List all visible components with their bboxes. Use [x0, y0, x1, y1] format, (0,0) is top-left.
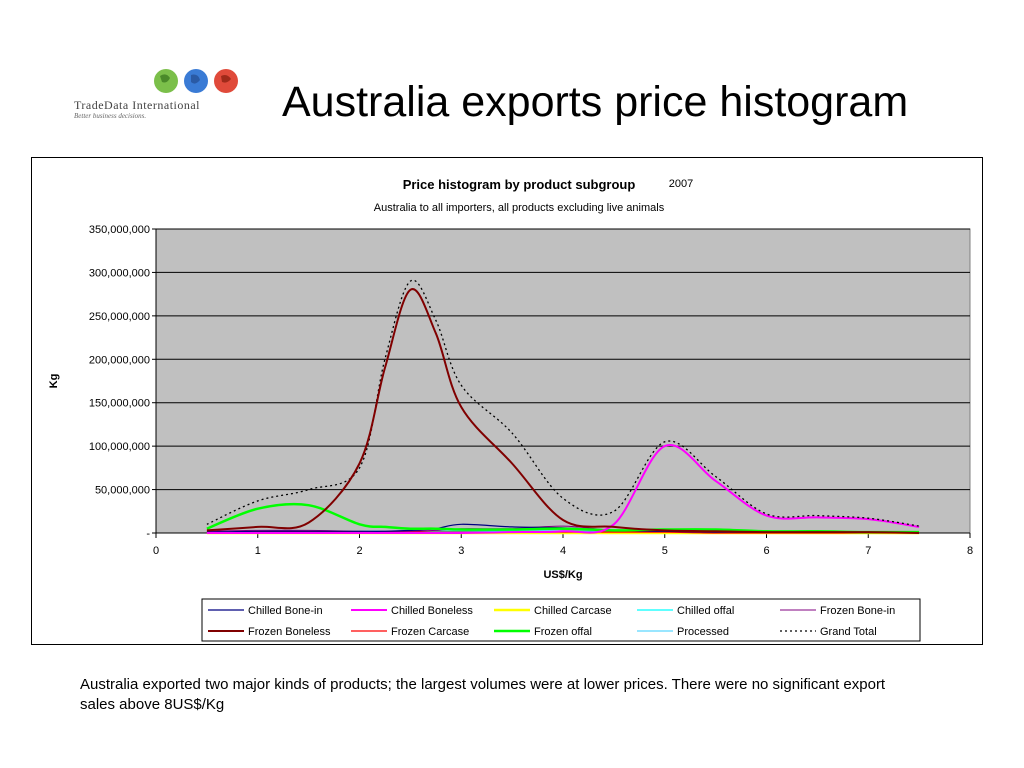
y-axis: - 50,000,000 100,000,000 150,000,000 200,000…: [89, 224, 157, 540]
x-tick-label: 4: [560, 545, 566, 557]
price-histogram-chart: Price histogram by product subgroup 2007…: [48, 177, 973, 642]
legend-label: Chilled offal: [677, 605, 734, 617]
logo-tagline: Better business decisions.: [74, 112, 147, 120]
chart-subtitle: Australia to all importers, all products…: [374, 202, 665, 214]
y-tick-label: 200,000,000: [89, 354, 150, 366]
y-tick-label: 100,000,000: [89, 441, 150, 453]
x-tick-label: 3: [458, 545, 464, 557]
legend-label: Frozen offal: [534, 626, 592, 638]
x-tick-label: 8: [967, 545, 973, 557]
chart-title: Price histogram by product subgroup: [403, 177, 636, 192]
x-tick-label: 5: [662, 545, 668, 557]
legend-label: Frozen Boneless: [248, 626, 331, 638]
y-tick-label: -: [146, 528, 150, 540]
x-tick-label: 7: [865, 545, 871, 557]
legend-box: [201, 598, 921, 642]
series-line-frozen-boneless: [206, 288, 920, 534]
legend: Chilled Bone-in Chilled Boneless Chilled C…: [208, 605, 895, 638]
y-axis-label: Kg: [48, 374, 60, 389]
series-lines: [206, 279, 920, 535]
series-line-grand-total: [206, 279, 920, 527]
x-axis-label: US$/Kg: [543, 569, 582, 581]
series-line-chilled-boneless: [206, 444, 920, 535]
x-tick-label: 0: [153, 545, 159, 557]
y-tick-label: 250,000,000: [89, 311, 150, 323]
chart-year-label: 2007: [669, 178, 693, 190]
chart-frame: Price histogram by product subgroup 2007…: [31, 157, 983, 645]
legend-label: Chilled Bone-in: [248, 605, 323, 617]
legend-label: Frozen Carcase: [391, 626, 469, 638]
x-tick-label: 6: [763, 545, 769, 557]
company-logo: TradeData International Better business …: [70, 66, 260, 126]
y-tick-label: 350,000,000: [89, 224, 150, 236]
globes-icon: [154, 69, 238, 93]
gridlines: [156, 228, 970, 491]
plot-area: [155, 228, 971, 534]
y-tick-label: 300,000,000: [89, 267, 150, 279]
legend-label: Grand Total: [820, 626, 877, 638]
legend-label: Chilled Carcase: [534, 605, 612, 617]
x-tick-label: 2: [356, 545, 362, 557]
y-tick-label: 50,000,000: [95, 485, 150, 497]
page-title: Australia exports price histogram: [282, 78, 909, 126]
logo-brand-text: TradeData International: [74, 98, 201, 112]
caption-text: Australia exported two major kinds of pr…: [80, 676, 886, 713]
legend-label: Chilled Boneless: [391, 605, 473, 617]
legend-label: Frozen Bone-in: [820, 605, 895, 617]
y-tick-label: 150,000,000: [89, 398, 150, 410]
legend-label: Processed: [677, 626, 729, 638]
x-tick-label: 1: [255, 545, 261, 557]
x-axis: 0 1 2 3 4 5 6 7 8: [153, 532, 973, 557]
